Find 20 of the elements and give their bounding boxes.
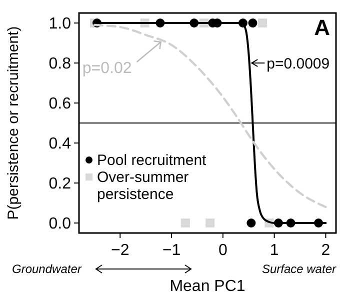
y-tick-label: 0.4: [48, 136, 72, 152]
y-tick-label: 0.2: [48, 176, 72, 192]
x-tick-label: 2: [321, 242, 330, 259]
annotation: p=0.02: [82, 60, 132, 77]
y-tick-label: 0.6: [48, 96, 72, 112]
annotation: A: [314, 15, 330, 40]
legend-label: Over-summer persistence: [97, 169, 189, 203]
text: Surface water: [262, 262, 337, 276]
legend-label: Pool recruitment: [97, 152, 208, 169]
annotation: p=0.0009: [266, 56, 330, 72]
x-tick-label: 1: [270, 242, 279, 259]
text: Groundwater: [12, 262, 82, 276]
x-tick-label: −1: [162, 242, 181, 259]
y-tick-label: 1.0: [48, 16, 72, 32]
y-tick-label: 0.8: [48, 56, 72, 72]
y-tick-label: 0.0: [48, 216, 72, 232]
y-axis-title: P(persistence or recruitment): [5, 26, 22, 220]
x-axis-title: Mean PC1: [170, 278, 246, 295]
x-tick-label: −2: [110, 242, 130, 259]
x-tick-label: 0: [218, 242, 228, 259]
